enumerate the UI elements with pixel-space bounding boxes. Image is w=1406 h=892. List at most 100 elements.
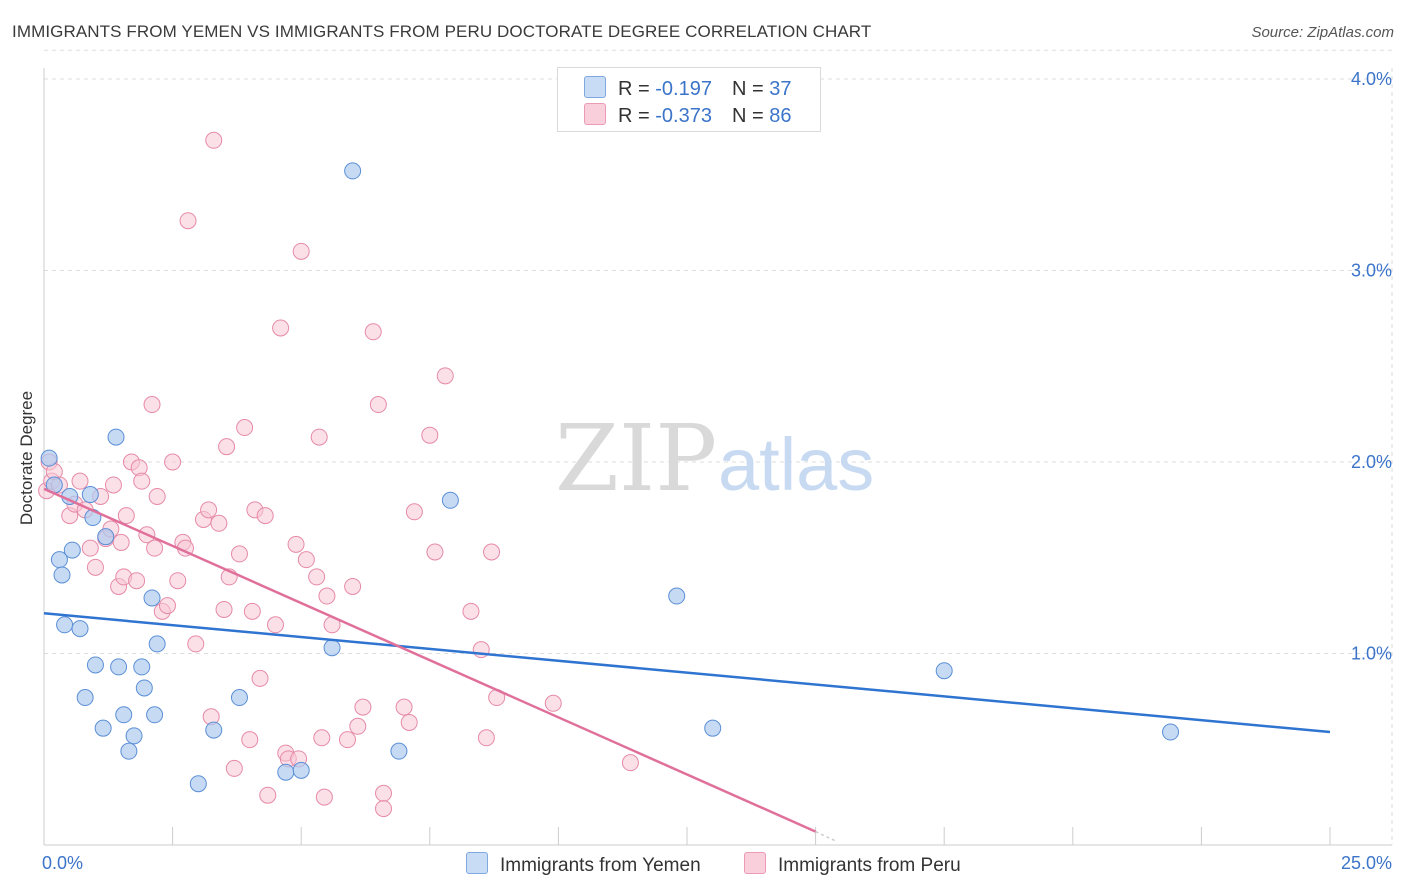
data-point-peru <box>148 487 166 505</box>
data-point-yemen <box>146 706 164 724</box>
legend-n-value: 86 <box>769 105 792 127</box>
y-axis-label: Doctorate Degree <box>17 391 36 525</box>
data-point-peru <box>483 543 501 561</box>
legend-r-value: -0.197 <box>655 78 712 100</box>
data-point-peru <box>421 426 439 444</box>
data-point-peru <box>315 788 333 806</box>
bottom-legend-label-peru: Immigrants from Peru <box>778 855 961 876</box>
data-point-peru <box>210 514 228 532</box>
trend-line-peru-extension <box>815 830 837 842</box>
data-point-peru <box>477 729 495 747</box>
data-point-peru <box>117 507 135 525</box>
watermark: ZIP atlas <box>555 405 874 512</box>
data-point-yemen <box>56 616 74 634</box>
data-point-yemen <box>390 742 408 760</box>
data-point-peru <box>375 784 393 802</box>
data-point-yemen <box>94 719 112 737</box>
data-point-peru <box>71 472 89 490</box>
data-point-peru <box>200 501 218 519</box>
legend-n-label: N = <box>731 105 770 127</box>
data-point-yemen <box>63 541 81 559</box>
data-point-yemen <box>277 763 295 781</box>
data-point-peru <box>236 419 254 437</box>
data-point-peru <box>313 729 331 747</box>
x-tick-label: 25.0% <box>1341 853 1392 873</box>
source-label: Source: ZipAtlas.com <box>1251 24 1394 41</box>
data-point-yemen <box>668 587 686 605</box>
data-point-peru <box>241 731 259 749</box>
trend-lines <box>43 487 1331 842</box>
data-point-peru <box>133 472 151 490</box>
x-tick-label: 0.0% <box>42 853 83 873</box>
data-point-yemen <box>230 689 248 707</box>
data-point-peru <box>158 597 176 615</box>
y-tick-label: 3.0% <box>1351 261 1392 281</box>
stats-legend: R = -0.197 N = 37 R = -0.373 N = 86 <box>557 67 821 132</box>
legend-r-label: R = <box>618 105 656 127</box>
data-point-peru <box>169 572 187 590</box>
data-point-peru <box>395 698 413 716</box>
data-point-peru <box>179 212 197 230</box>
data-point-peru <box>205 131 223 149</box>
y-tick-label: 4.0% <box>1351 69 1392 89</box>
data-point-peru <box>621 754 639 772</box>
data-point-yemen <box>441 491 459 509</box>
data-point-peru <box>266 616 284 634</box>
data-point-peru <box>81 539 99 557</box>
data-point-peru <box>349 717 367 735</box>
data-point-peru <box>86 558 104 576</box>
data-point-yemen <box>115 706 133 724</box>
data-point-yemen <box>76 689 94 707</box>
data-point-peru <box>187 635 205 653</box>
grid-lines <box>44 49 1393 845</box>
tick-labels: 1.0% 2.0% 3.0% 4.0% 0.0% 25.0% <box>42 69 1392 873</box>
bottom-legend-peru: Immigrants from Peru <box>744 852 961 877</box>
data-point-yemen <box>1162 723 1180 741</box>
trend-line-peru <box>43 487 817 833</box>
data-point-yemen <box>97 528 115 546</box>
data-point-peru <box>375 800 393 818</box>
data-point-yemen <box>125 727 143 745</box>
legend-row-yemen: R = -0.197 N = 37 <box>584 76 791 100</box>
data-point-yemen <box>189 775 207 793</box>
data-point-yemen <box>704 719 722 737</box>
data-point-peru <box>230 545 248 563</box>
data-point-yemen <box>135 679 153 697</box>
data-point-peru <box>128 572 146 590</box>
data-point-peru <box>436 367 454 385</box>
data-point-yemen <box>344 162 362 180</box>
data-point-peru <box>364 323 382 341</box>
legend-swatch-peru <box>584 103 606 125</box>
watermark-atlas: atlas <box>718 423 874 506</box>
data-point-peru <box>225 759 243 777</box>
data-point-yemen <box>148 635 166 653</box>
chart-title: IMMIGRANTS FROM YEMEN VS IMMIGRANTS FROM… <box>12 22 872 41</box>
data-point-yemen <box>323 639 341 657</box>
data-point-yemen <box>935 662 953 680</box>
data-point-peru <box>243 602 261 620</box>
legend-r-label: R = <box>618 78 656 100</box>
data-point-peru <box>544 694 562 712</box>
bottom-legend-swatch-yemen <box>466 852 488 874</box>
data-point-yemen <box>120 742 138 760</box>
data-point-yemen <box>107 428 125 446</box>
data-point-peru <box>143 396 161 414</box>
data-point-yemen <box>110 658 128 676</box>
series-yemen-points <box>40 162 1180 793</box>
data-point-peru <box>400 713 418 731</box>
data-point-peru <box>272 319 290 337</box>
data-point-peru <box>297 551 315 569</box>
data-point-peru <box>251 669 269 687</box>
data-point-peru <box>256 507 274 525</box>
data-point-yemen <box>81 486 99 504</box>
data-point-yemen <box>53 566 71 584</box>
data-point-peru <box>259 786 277 804</box>
data-point-peru <box>287 535 305 553</box>
y-tick-label: 1.0% <box>1351 644 1392 664</box>
data-point-peru <box>310 428 328 446</box>
data-point-peru <box>112 533 130 551</box>
data-point-yemen <box>71 620 89 638</box>
data-point-yemen <box>133 658 151 676</box>
watermark-zip: ZIP <box>555 405 717 512</box>
